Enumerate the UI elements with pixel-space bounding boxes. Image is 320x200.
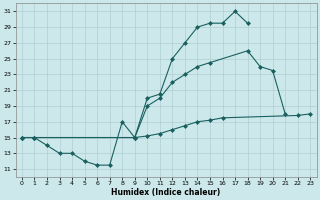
- X-axis label: Humidex (Indice chaleur): Humidex (Indice chaleur): [111, 188, 221, 197]
